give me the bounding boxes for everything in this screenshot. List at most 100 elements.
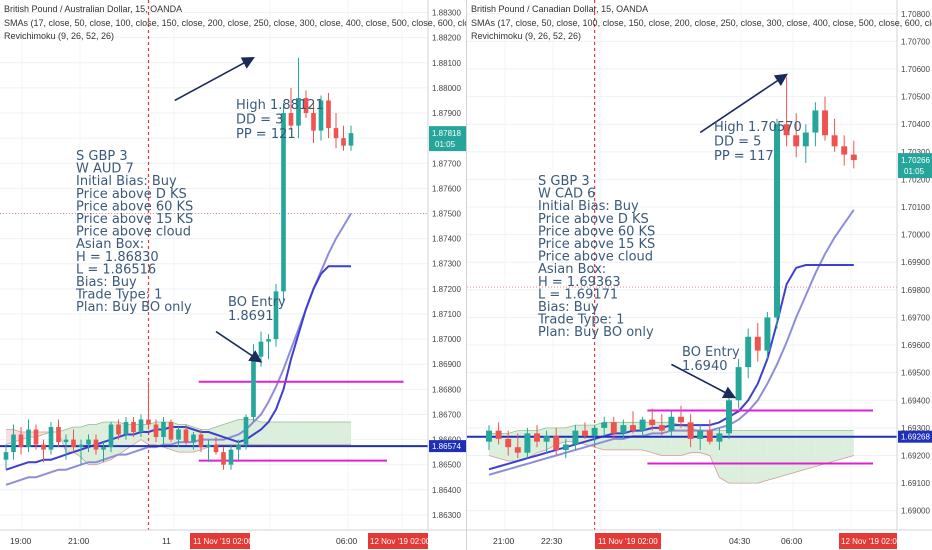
candle-body[interactable] xyxy=(812,110,819,133)
candle-body[interactable] xyxy=(658,425,665,431)
candle-body[interactable] xyxy=(56,427,61,443)
candle[interactable] xyxy=(303,90,309,119)
candle[interactable] xyxy=(191,432,196,450)
candle-body[interactable] xyxy=(678,416,684,423)
candle-body[interactable] xyxy=(131,421,136,433)
candle-body[interactable] xyxy=(33,429,39,445)
candle-body[interactable] xyxy=(716,433,723,442)
candle-body[interactable] xyxy=(793,135,800,147)
candle-body[interactable] xyxy=(610,422,617,434)
candle[interactable] xyxy=(108,421,114,453)
candle-body[interactable] xyxy=(281,113,286,292)
candle-body[interactable] xyxy=(243,416,249,445)
candle-body[interactable] xyxy=(311,113,316,131)
candle[interactable] xyxy=(822,96,828,141)
candle-body[interactable] xyxy=(258,341,264,357)
candle[interactable] xyxy=(228,444,234,470)
candle-body[interactable] xyxy=(341,138,346,146)
candle[interactable] xyxy=(221,447,226,470)
candle-body[interactable] xyxy=(183,429,189,443)
candle-body[interactable] xyxy=(198,434,204,448)
candle-body[interactable] xyxy=(831,135,838,147)
candle-body[interactable] xyxy=(572,430,579,445)
current-price-badge[interactable]: 1.70266 01:05 xyxy=(898,153,932,179)
candle-body[interactable] xyxy=(176,429,181,440)
gbpaud-chart-canvas[interactable]: 1.88300 1.88200 1.88100 1.88000 1.87900 1.878… xyxy=(0,0,466,550)
candle[interactable] xyxy=(774,118,780,329)
candle[interactable] xyxy=(639,416,646,437)
candle-body[interactable] xyxy=(153,424,159,438)
candle[interactable] xyxy=(649,408,656,431)
candle[interactable] xyxy=(783,77,790,147)
candle-body[interactable] xyxy=(514,447,521,453)
candle[interactable] xyxy=(3,444,9,470)
candle-body[interactable] xyxy=(191,434,196,443)
candle[interactable] xyxy=(318,95,324,141)
ichimoku-indicator-label[interactable]: Revichimoku (9, 26, 52, 26) xyxy=(4,31,115,41)
ichimoku-indicator-label[interactable]: Revichimoku (9, 26, 52, 26) xyxy=(471,31,582,41)
candle-body[interactable] xyxy=(146,419,151,425)
candle-body[interactable] xyxy=(236,444,241,450)
candle-body[interactable] xyxy=(754,336,761,351)
candle-body[interactable] xyxy=(591,427,598,437)
candle[interactable] xyxy=(243,414,249,450)
candle-body[interactable] xyxy=(774,124,780,318)
candle[interactable] xyxy=(56,419,61,448)
candle-body[interactable] xyxy=(620,425,627,434)
candle-body[interactable] xyxy=(524,433,531,453)
candle-body[interactable] xyxy=(553,436,560,450)
candle[interactable] xyxy=(726,394,732,439)
candle-body[interactable] xyxy=(649,419,656,426)
candle-body[interactable] xyxy=(48,427,54,450)
candle-body[interactable] xyxy=(26,429,31,448)
candle-body[interactable] xyxy=(228,449,234,465)
candle-body[interactable] xyxy=(348,133,354,146)
candle[interactable] xyxy=(572,425,579,450)
candle[interactable] xyxy=(48,421,54,455)
candle[interactable] xyxy=(562,438,569,459)
candle[interactable] xyxy=(101,442,106,463)
candle[interactable] xyxy=(63,434,69,460)
candle[interactable] xyxy=(18,427,24,455)
candle[interactable] xyxy=(123,416,129,440)
candle[interactable] xyxy=(41,439,46,463)
candle-body[interactable] xyxy=(213,444,219,453)
candle[interactable] xyxy=(198,429,204,453)
candle[interactable] xyxy=(850,140,857,169)
candle-body[interactable] xyxy=(745,336,752,368)
horizontal-line-badge[interactable]: 1.86574 xyxy=(429,440,466,453)
candle[interactable] xyxy=(206,439,211,463)
candle-body[interactable] xyxy=(266,339,271,342)
candle-body[interactable] xyxy=(668,416,675,431)
candle[interactable] xyxy=(802,124,809,163)
candle[interactable] xyxy=(26,419,31,453)
candle-body[interactable] xyxy=(63,439,69,443)
candle-body[interactable] xyxy=(764,317,771,351)
candle[interactable] xyxy=(146,381,151,430)
candle-body[interactable] xyxy=(3,452,9,460)
candle-body[interactable] xyxy=(534,433,540,442)
candle[interactable] xyxy=(161,416,166,445)
candle[interactable] xyxy=(601,416,608,437)
candle[interactable] xyxy=(213,437,219,455)
candle-body[interactable] xyxy=(505,438,512,448)
candle[interactable] xyxy=(505,430,512,456)
candle-body[interactable] xyxy=(288,113,294,126)
candle-body[interactable] xyxy=(206,444,211,448)
candle[interactable] xyxy=(116,419,121,440)
candle[interactable] xyxy=(735,358,742,409)
candle-body[interactable] xyxy=(221,452,226,465)
candle[interactable] xyxy=(764,311,771,359)
candle-body[interactable] xyxy=(71,439,76,448)
candle[interactable] xyxy=(841,135,848,166)
candle-body[interactable] xyxy=(850,154,857,161)
candle[interactable] xyxy=(296,57,301,139)
candle-body[interactable] xyxy=(822,110,828,136)
candle-body[interactable] xyxy=(41,444,46,450)
candle-body[interactable] xyxy=(783,124,790,136)
candle-body[interactable] xyxy=(726,400,732,434)
candle[interactable] xyxy=(687,414,694,448)
